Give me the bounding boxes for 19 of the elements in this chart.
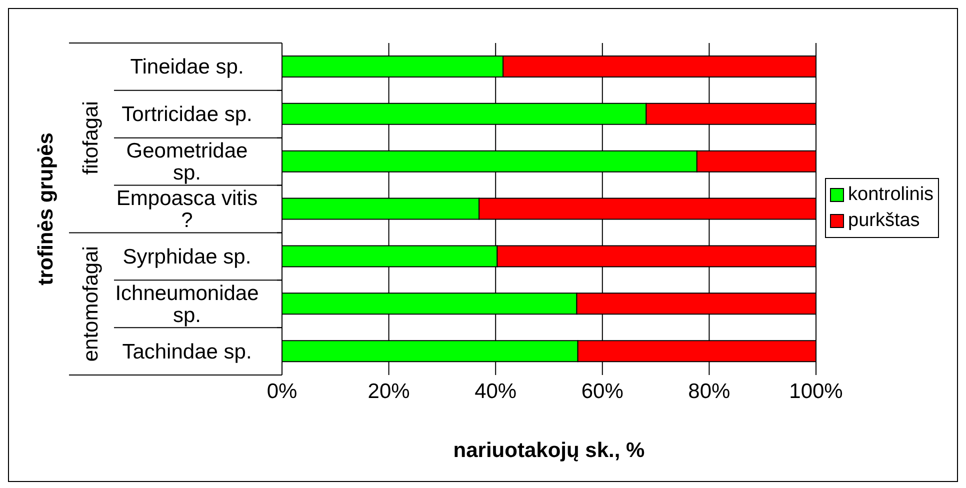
y-tick-label: Tineidae sp. <box>130 56 244 79</box>
y-tick-label: Tortricidae sp. <box>122 103 252 126</box>
text: entomofagai <box>80 246 103 362</box>
x-tick-label: 20% <box>368 380 410 403</box>
legend-label: kontrolinis <box>848 183 934 207</box>
legend-label: purkštas <box>848 209 920 233</box>
x-axis-title: nariuotakojų sk., % <box>453 439 646 462</box>
y-tick-label: Geometridae sp. <box>126 140 248 185</box>
y-tick-label: Ichneumonidae sp. <box>115 282 259 327</box>
x-tick-label: 60% <box>581 380 624 403</box>
y-tick-label: Tachindae sp. <box>122 340 252 364</box>
x-tick-label: 100% <box>789 380 843 403</box>
x-tick-label: 0% <box>266 380 298 403</box>
y-axis-title: trofinės grupės <box>34 132 58 286</box>
x-tick-label: 80% <box>688 380 730 403</box>
y-tick-label: Empoasca vitis ? <box>116 187 258 232</box>
y-tick-label: Syrphidae sp. <box>122 245 252 268</box>
x-tick-label: 40% <box>474 380 517 403</box>
text: fitofagai <box>80 101 103 175</box>
